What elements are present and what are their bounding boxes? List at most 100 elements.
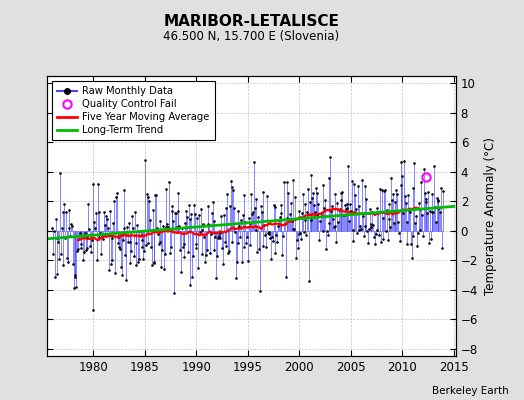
Point: [67, 221, 75, 227]
Point: [148, 207, 157, 214]
Point: [408, 233, 417, 239]
Point: [181, 220, 190, 226]
Point: [291, 194, 299, 200]
Point: [433, 198, 442, 204]
Point: [49, 250, 57, 257]
Point: [123, 224, 131, 230]
Point: [77, 245, 85, 251]
Point: [93, 257, 101, 264]
Point: [191, 240, 200, 247]
Point: [118, 237, 127, 243]
Point: [323, 232, 332, 238]
Point: [266, 235, 275, 241]
Point: [84, 201, 93, 208]
Point: [359, 232, 368, 239]
Point: [316, 218, 324, 224]
Point: [80, 249, 88, 255]
Point: [413, 242, 421, 249]
Point: [403, 240, 412, 247]
Point: [136, 232, 145, 238]
Point: [315, 237, 323, 243]
Point: [335, 206, 344, 212]
Point: [408, 255, 416, 262]
Point: [245, 215, 253, 221]
Point: [92, 210, 100, 216]
Point: [249, 208, 257, 215]
Point: [381, 187, 389, 193]
Point: [420, 190, 429, 196]
Point: [232, 274, 240, 281]
Point: [406, 209, 414, 216]
Point: [77, 241, 85, 248]
Point: [270, 250, 279, 256]
Point: [330, 224, 338, 230]
Point: [202, 252, 210, 258]
Point: [209, 198, 217, 205]
Point: [280, 179, 288, 185]
Point: [304, 278, 313, 284]
Point: [348, 227, 357, 233]
Point: [271, 204, 280, 210]
Point: [284, 190, 292, 197]
Point: [66, 224, 74, 231]
Point: [139, 256, 147, 263]
Point: [417, 179, 425, 185]
Point: [72, 284, 81, 290]
Point: [418, 212, 426, 218]
Point: [101, 232, 110, 238]
Point: [212, 274, 221, 281]
Point: [236, 234, 244, 240]
Point: [350, 238, 358, 244]
Point: [350, 180, 358, 187]
Point: [309, 190, 318, 196]
Point: [187, 210, 195, 217]
Point: [53, 235, 62, 242]
Point: [326, 154, 334, 160]
Point: [95, 234, 104, 240]
Point: [98, 232, 106, 239]
Point: [320, 204, 329, 211]
Point: [136, 228, 144, 235]
Point: [287, 199, 295, 206]
Point: [370, 241, 379, 248]
Point: [278, 252, 287, 258]
Point: [257, 203, 265, 209]
Point: [96, 230, 105, 236]
Point: [432, 195, 441, 202]
Point: [231, 228, 239, 235]
Point: [160, 251, 169, 257]
Point: [300, 201, 309, 208]
Point: [243, 234, 251, 240]
Point: [385, 216, 393, 222]
Point: [264, 230, 272, 236]
Point: [178, 225, 186, 231]
Point: [170, 290, 178, 296]
Point: [300, 228, 308, 235]
Point: [402, 218, 411, 225]
Legend: Raw Monthly Data, Quality Control Fail, Five Year Moving Average, Long-Term Tren: Raw Monthly Data, Quality Control Fail, …: [52, 81, 214, 140]
Point: [396, 238, 404, 244]
Point: [190, 202, 198, 208]
Point: [395, 230, 403, 236]
Point: [407, 241, 415, 247]
Point: [172, 210, 180, 216]
Point: [397, 182, 406, 188]
Point: [235, 223, 244, 230]
Point: [104, 225, 112, 231]
Point: [274, 223, 282, 229]
Point: [352, 206, 360, 213]
Point: [252, 195, 260, 202]
Point: [203, 221, 212, 227]
Point: [71, 274, 80, 280]
Point: [431, 204, 439, 210]
Point: [273, 239, 281, 245]
Point: [255, 245, 263, 252]
Point: [138, 244, 147, 250]
Point: [60, 201, 69, 208]
Point: [179, 240, 188, 247]
Point: [428, 191, 436, 198]
Point: [73, 248, 81, 254]
Point: [132, 262, 140, 268]
Point: [351, 192, 359, 198]
Point: [69, 261, 77, 268]
